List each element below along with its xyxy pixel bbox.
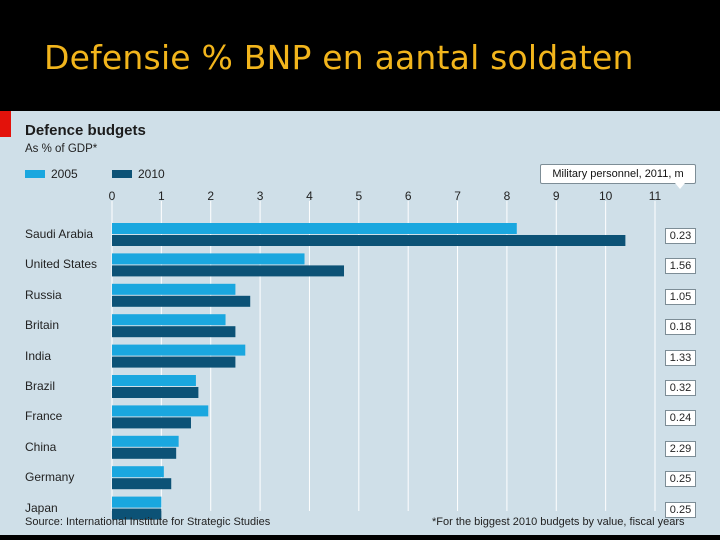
- country-label: China: [25, 439, 57, 454]
- x-tick-label-1: 1: [158, 189, 165, 203]
- x-tick-label-9: 9: [553, 189, 560, 203]
- country-label: Saudi Arabia: [25, 227, 94, 241]
- personnel-header: Military personnel, 2011, m: [540, 164, 696, 184]
- bar-2005-brazil: [112, 375, 196, 386]
- personnel-value: 0.24: [665, 410, 696, 427]
- personnel-value: 0.25: [665, 471, 696, 488]
- x-tick-label-6: 6: [405, 189, 412, 203]
- country-label: Britain: [25, 318, 60, 333]
- personnel-value: 1.05: [665, 288, 696, 305]
- x-tick-label-5: 5: [355, 189, 362, 203]
- bar-2010-russia: [112, 295, 251, 307]
- bar-2005-saudi-arabia: [112, 223, 517, 234]
- bar-2010-china: [112, 447, 177, 459]
- bar-2005-france: [112, 405, 209, 417]
- footnote: *For the biggest 2010 budgets by value, …: [432, 516, 685, 528]
- x-tick-label-3: 3: [257, 189, 264, 203]
- legend-label-2005: 2005: [51, 167, 78, 181]
- personnel-value: 0.23: [665, 228, 696, 244]
- bar-2010-britain: [112, 326, 236, 338]
- chart-subtitle: As % of GDP*: [25, 143, 98, 155]
- personnel-value: 2.29: [665, 440, 696, 457]
- source-note: Source: International Institute for Stra…: [25, 516, 271, 528]
- bar-2005-britain: [112, 314, 226, 326]
- personnel-value: 0.32: [665, 380, 696, 396]
- country-label: India: [25, 348, 52, 363]
- bar-2005-germany: [112, 466, 164, 478]
- bar-2005-russia: [112, 283, 236, 295]
- x-tick-label-0: 0: [109, 189, 116, 203]
- country-label: United States: [25, 257, 98, 272]
- bar-2010-brazil: [112, 387, 199, 398]
- legend-item-2005: 2005: [25, 167, 78, 181]
- country-label: France: [25, 409, 63, 424]
- bar-2010-germany: [112, 478, 172, 490]
- bar-2010-united-states: [112, 265, 345, 277]
- bar-2010-saudi-arabia: [112, 235, 626, 246]
- personnel-value: 1.56: [665, 258, 696, 275]
- x-tick-label-11: 11: [649, 189, 662, 203]
- legend-item-2010: 2010: [112, 167, 165, 181]
- bar-2010-japan: [112, 508, 162, 520]
- legend-label-2010: 2010: [138, 167, 165, 181]
- country-label: Germany: [25, 470, 75, 485]
- legend-swatch-2005: [25, 170, 45, 178]
- personnel-value: 1.33: [665, 349, 696, 366]
- x-tick-label-2: 2: [207, 189, 214, 203]
- personnel-value: 0.25: [665, 501, 696, 518]
- bar-plot: 0 1 2 3 4 5 6 7 8 9 10 11: [109, 189, 662, 520]
- country-label: Brazil: [25, 379, 56, 393]
- bar-2010-india: [112, 356, 236, 368]
- brand-red-tab: [0, 111, 11, 137]
- chart-panel: Defence budgets As % of GDP* 2005 2010 M…: [0, 111, 720, 535]
- bar-2010-france: [112, 417, 191, 429]
- bar-2005-united-states: [112, 253, 305, 265]
- country-label: Japan: [25, 500, 58, 515]
- x-tick-label-10: 10: [599, 189, 613, 203]
- country-label: Russia: [25, 287, 62, 302]
- chart-title: Defence budgets: [25, 122, 146, 139]
- x-tick-label-7: 7: [454, 189, 461, 203]
- personnel-value: 0.18: [665, 319, 696, 336]
- legend-swatch-2010: [112, 170, 132, 178]
- personnel-header-pointer: [675, 183, 685, 189]
- bar-2005-china: [112, 435, 179, 447]
- x-tick-label-4: 4: [306, 189, 313, 203]
- bar-2005-japan: [112, 496, 162, 508]
- slide-title: Defensie % BNP en aantal soldaten: [44, 38, 634, 77]
- x-tick-label-8: 8: [504, 189, 511, 203]
- bar-2005-india: [112, 344, 246, 356]
